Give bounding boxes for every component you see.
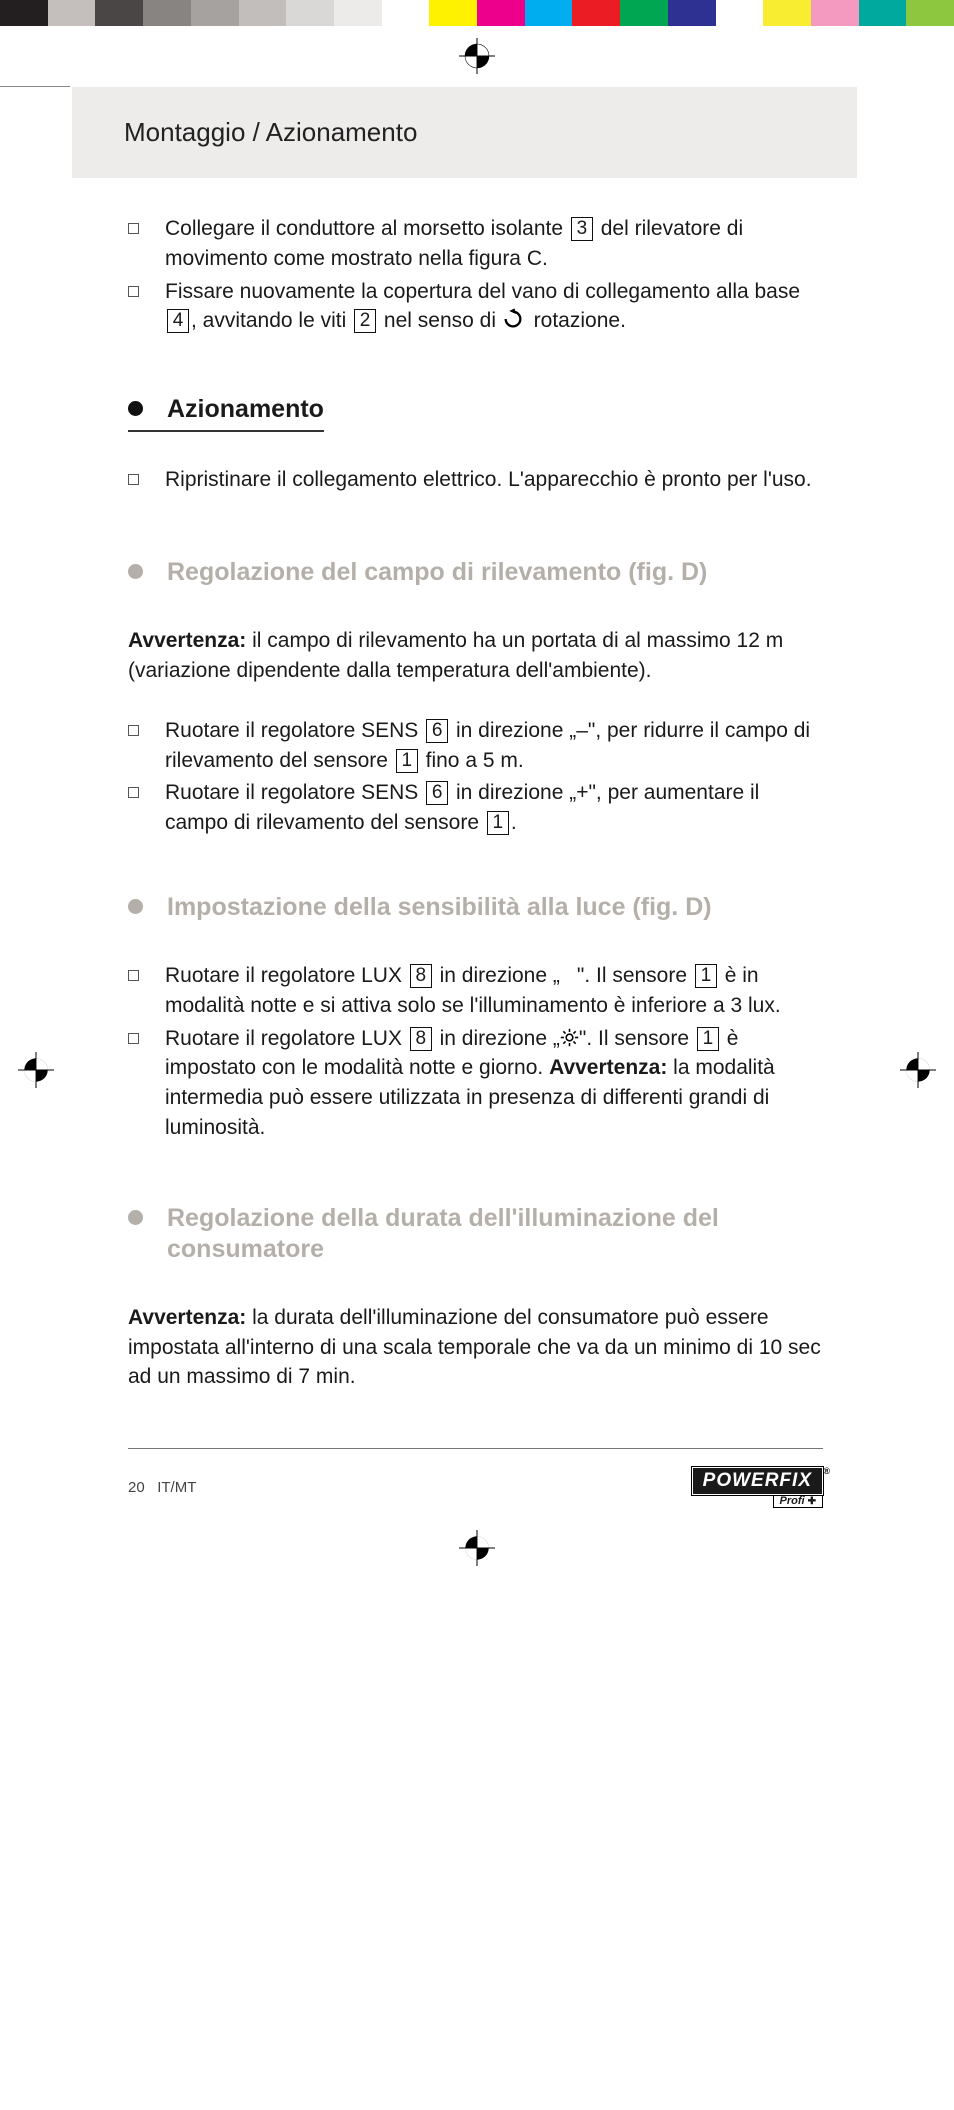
inline-bold: Avvertenza: [549, 1056, 667, 1079]
note-label: Avvertenza: [128, 629, 246, 652]
list-item-text: Ruotare il regolatore SENS 6 in direzion… [165, 778, 823, 838]
list-item-text: Ripristinare il collegamento elettrico. … [165, 465, 812, 495]
square-bullet-icon [128, 1033, 139, 1044]
color-swatch [668, 0, 716, 26]
ref-number: 1 [695, 964, 717, 988]
color-calibration-bar [0, 0, 954, 26]
color-swatch [477, 0, 525, 26]
list-item: Fissare nuovamente la copertura del vano… [128, 277, 823, 337]
color-swatch [239, 0, 287, 26]
sec4-title: Impostazione della sensibilità alla luce… [167, 892, 712, 923]
list-item-text: Ruotare il regolatore LUX 8 in direzione… [165, 1024, 823, 1143]
list-item: Ruotare il regolatore SENS 6 in direzion… [128, 716, 823, 776]
rotation-icon [502, 308, 524, 330]
logo-sub: Profi [773, 1494, 823, 1508]
square-bullet-icon [128, 286, 139, 297]
color-swatch [620, 0, 668, 26]
sec1-list: Collegare il conduttore al morsetto isol… [128, 214, 823, 336]
list-item-text: Ruotare il regolatore SENS 6 in direzion… [165, 716, 823, 776]
sec5-title: Regolazione della durata dell'illuminazi… [167, 1203, 823, 1265]
color-swatch [382, 0, 430, 26]
list-item: Ruotare il regolatore LUX 8 in direzione… [128, 1024, 823, 1143]
ref-number: 1 [697, 1027, 719, 1051]
list-item: Collegare il conduttore al morsetto isol… [128, 214, 823, 274]
color-swatch [716, 0, 764, 26]
color-swatch [859, 0, 907, 26]
list-item-text: Fissare nuovamente la copertura del vano… [165, 277, 823, 337]
crop-line [0, 86, 70, 87]
sec4-head: Impostazione della sensibilità alla luce… [128, 892, 823, 928]
sec4-list: Ruotare il regolatore LUX 8 in direzione… [128, 961, 823, 1143]
sec5-note: Avvertenza: la durata dell'illuminazione… [128, 1303, 823, 1392]
color-swatch [763, 0, 811, 26]
color-swatch [48, 0, 96, 26]
note-label: Avvertenza: [128, 1306, 246, 1329]
sec3-title: Regolazione del campo di rilevamento (fi… [167, 557, 707, 588]
brand-logo: POWERFIX Profi [692, 1467, 823, 1508]
square-bullet-icon [128, 474, 139, 485]
page-lang: IT/MT [157, 1479, 196, 1496]
square-bullet-icon [128, 970, 139, 981]
list-item-text: Collegare il conduttore al morsetto isol… [165, 214, 823, 274]
color-swatch [95, 0, 143, 26]
color-swatch [286, 0, 334, 26]
ref-number: 3 [571, 217, 593, 241]
list-item: Ripristinare il collegamento elettrico. … [128, 465, 823, 495]
list-item: Ruotare il regolatore LUX 8 in direzione… [128, 961, 823, 1021]
sec3-head: Regolazione del campo di rilevamento (fi… [128, 557, 823, 593]
color-swatch [0, 0, 48, 26]
color-swatch [572, 0, 620, 26]
content-body: Collegare il conduttore al morsetto isol… [100, 178, 857, 1518]
color-swatch [191, 0, 239, 26]
square-bullet-icon [128, 223, 139, 234]
square-bullet-icon [128, 725, 139, 736]
ref-number: 8 [410, 1027, 432, 1051]
moon-icon [560, 967, 577, 984]
color-swatch [334, 0, 382, 26]
color-swatch [525, 0, 573, 26]
bullet-dot-icon [128, 401, 143, 416]
bullet-dot-icon [128, 899, 143, 914]
ref-number: 4 [167, 309, 189, 333]
registration-mark-bottom [0, 1518, 954, 1578]
color-swatch [429, 0, 477, 26]
page-number: 20 IT/MT [128, 1479, 196, 1496]
page-footer: 20 IT/MT POWERFIX Profi [128, 1448, 823, 1518]
bullet-dot-icon [128, 564, 143, 579]
registration-mark-top [0, 26, 954, 86]
ref-number: 1 [487, 811, 509, 835]
color-swatch [811, 0, 859, 26]
ref-number: 2 [354, 309, 376, 333]
sec3-note: Avvertenza: il campo di rilevamento ha u… [128, 626, 823, 686]
sec2-head: Azionamento [128, 394, 324, 432]
ref-number: 1 [396, 749, 418, 773]
sec3-list: Ruotare il regolatore SENS 6 in direzion… [128, 716, 823, 838]
color-swatch [906, 0, 954, 26]
sec5-head: Regolazione della durata dell'illuminazi… [128, 1203, 823, 1270]
ref-number: 6 [426, 719, 448, 743]
page-title: Montaggio / Azionamento [72, 87, 857, 178]
sec2-title: Azionamento [167, 394, 324, 425]
ref-number: 6 [426, 781, 448, 805]
logo-main: POWERFIX [692, 1467, 823, 1495]
bullet-dot-icon [128, 1210, 143, 1225]
sun-icon [560, 1028, 579, 1047]
square-bullet-icon [128, 787, 139, 798]
color-swatch [143, 0, 191, 26]
page-no: 20 [128, 1479, 145, 1496]
ref-number: 8 [410, 964, 432, 988]
list-item: Ruotare il regolatore SENS 6 in direzion… [128, 778, 823, 838]
sec2-list: Ripristinare il collegamento elettrico. … [128, 465, 823, 495]
list-item-text: Ruotare il regolatore LUX 8 in direzione… [165, 961, 823, 1021]
page: Montaggio / Azionamento Collegare il con… [100, 87, 857, 1518]
